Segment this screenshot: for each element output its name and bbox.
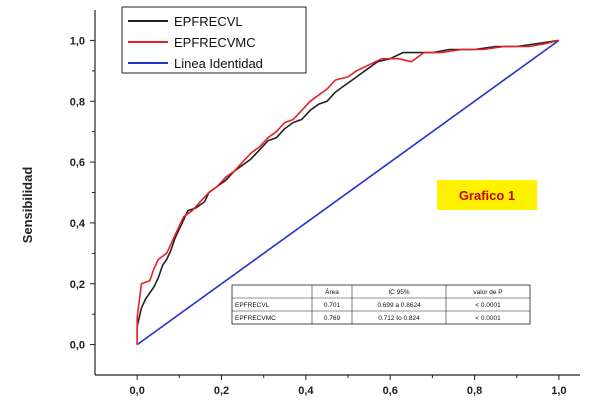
y-tick-label: 0,2	[70, 279, 85, 291]
stats-cell: EPFRECVL	[235, 302, 270, 309]
legend-label-epfrecvmc: EPFRECVMC	[174, 35, 256, 50]
annotation-background	[437, 180, 537, 210]
x-tick-label: 0,6	[383, 385, 398, 397]
x-tick-label: 0,0	[130, 385, 145, 397]
y-tick-label: 0,4	[70, 218, 86, 230]
stats-table-frame	[231, 284, 531, 325]
stats-header-cell: IC 95%	[388, 289, 410, 296]
y-tick-label: 0,8	[70, 96, 85, 108]
legend-box	[121, 6, 307, 74]
stats-cell: < 0.0001	[475, 302, 501, 309]
axes	[90, 10, 580, 380]
stats-header-cell: Área	[325, 287, 339, 296]
series-line-linea-identidad	[136, 39, 560, 346]
x-tick-label: 0,4	[298, 385, 314, 397]
stats-cell: 0.701	[324, 302, 341, 309]
legend: EPFRECVL EPFRECVMC Linea Identidad	[121, 6, 307, 74]
stats-cell: 0.769	[324, 315, 341, 322]
x-tick-label: 0,8	[467, 385, 482, 397]
legend-label-linea-identidad: Linea Identidad	[174, 56, 263, 71]
y-tick-label: 1,0	[70, 35, 85, 47]
y-tick-label: 0,6	[70, 157, 85, 169]
tick-labels: 0,0 0,0 0,2 0,2 0,4 0,4 0,6 0,6 0,8 0,8 1,0 1,0	[70, 35, 567, 397]
stats-cell: 0.712 to 0.824	[378, 315, 420, 322]
stats-header-cell: valor de P	[473, 289, 502, 296]
series-lines	[136, 39, 560, 346]
x-tick-label: 0,2	[214, 385, 229, 397]
legend-label-epfrecvl: EPFRECVL	[174, 14, 243, 29]
series-line-epfrecvl	[136, 39, 560, 345]
y-tick-label: 0,0	[70, 340, 85, 352]
series-line-epfrecvmc	[136, 39, 560, 345]
annotation-box: Grafico 1	[437, 180, 537, 210]
x-tick-label: 1,0	[551, 385, 566, 397]
stats-table: Área IC 95% valor de P EPFRECVL 0.701 0.699 a…	[231, 284, 531, 325]
stats-cell: EPFRECVMC	[235, 315, 276, 322]
stats-cell: < 0.0001	[475, 315, 501, 322]
annotation-text: Grafico 1	[459, 188, 515, 203]
y-axis-title: Sensibilidad	[20, 167, 35, 244]
stats-cell: 0.699 a 0.8624	[377, 302, 421, 309]
